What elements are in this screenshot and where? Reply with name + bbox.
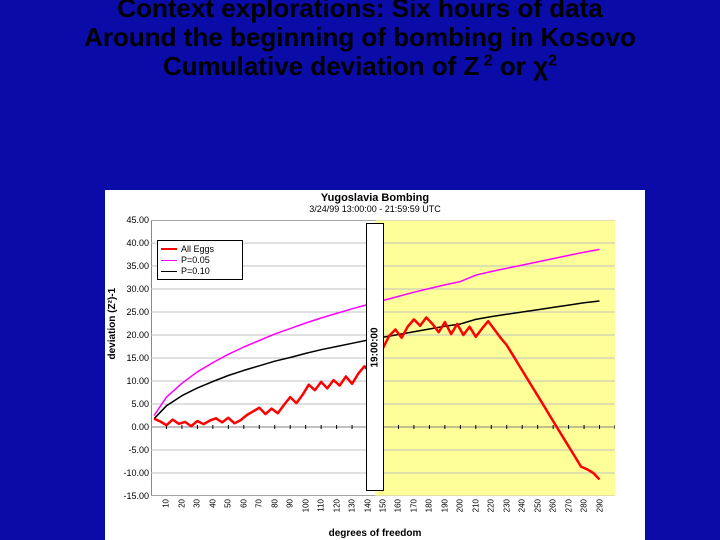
y-tick: 0.00 [131, 422, 149, 432]
x-tick: 10 [162, 499, 171, 508]
x-tick: 240 [518, 499, 527, 512]
y-tick: 25.00 [126, 307, 149, 317]
x-tick: 100 [301, 499, 310, 512]
y-tick: -15.00 [123, 491, 149, 501]
x-tick: 150 [379, 499, 388, 512]
x-tick: 30 [193, 499, 202, 508]
y-tick: 20.00 [126, 330, 149, 340]
x-tick: 80 [270, 499, 279, 508]
x-tick: 210 [471, 499, 480, 512]
legend-label: All Eggs [181, 244, 214, 254]
x-tick: 130 [348, 499, 357, 512]
x-tick: 160 [394, 499, 403, 512]
legend-swatch [161, 271, 177, 272]
x-tick: 190 [440, 499, 449, 512]
legend-item: P=0.10 [161, 266, 239, 276]
x-tick: 180 [425, 499, 434, 512]
x-tick: 50 [224, 499, 233, 508]
heading-sup1: 2 [479, 53, 492, 70]
y-tick: -5.00 [128, 445, 149, 455]
x-tick: 250 [533, 499, 542, 512]
heading-line1: Context explorations: Six hours of data [117, 0, 602, 23]
event-marker-label: 19:00:00 [370, 352, 381, 368]
heading-line3b: or χ [493, 51, 548, 81]
y-axis-label: deviation (Z²)-1 [107, 288, 118, 360]
chart-subtitle: 3/24/99 13:00:00 - 21:59:59 UTC [105, 204, 645, 214]
slide-heading: Context explorations: Six hours of data … [0, 0, 720, 81]
x-tick: 280 [580, 499, 589, 512]
chart-container: Yugoslavia Bombing 3/24/99 13:00:00 - 21… [105, 190, 645, 540]
x-tick: 20 [177, 499, 186, 508]
y-tick: 15.00 [126, 353, 149, 363]
heading-line2: Around the beginning of bombing in Kosov… [84, 22, 636, 52]
x-tick: 120 [332, 499, 341, 512]
x-tick: 40 [208, 499, 217, 508]
legend-swatch [161, 260, 177, 261]
heading-sup2: 2 [548, 53, 557, 70]
x-tick: 110 [317, 499, 326, 512]
y-tick: 30.00 [126, 284, 149, 294]
y-tick: -10.00 [123, 468, 149, 478]
legend-item: P=0.05 [161, 255, 239, 265]
x-tick: 60 [239, 499, 248, 508]
x-tick: 270 [564, 499, 573, 512]
y-tick: 10.00 [126, 376, 149, 386]
legend-label: P=0.10 [181, 266, 210, 276]
x-axis-label: degrees of freedom [105, 528, 645, 539]
legend: All EggsP=0.05P=0.10 [157, 240, 243, 280]
x-tick: 70 [255, 499, 264, 508]
legend-item: All Eggs [161, 244, 239, 254]
x-tick: 220 [487, 499, 496, 512]
x-tick: 90 [286, 499, 295, 508]
x-tick: 140 [363, 499, 372, 512]
x-tick: 170 [409, 499, 418, 512]
y-tick: 40.00 [126, 238, 149, 248]
x-tick: 290 [595, 499, 604, 512]
x-tick: 200 [456, 499, 465, 512]
chart-title: Yugoslavia Bombing [105, 192, 645, 204]
y-tick: 5.00 [131, 399, 149, 409]
event-marker-band: 19:00:00 [366, 223, 384, 491]
y-tick: 35.00 [126, 261, 149, 271]
x-tick: 260 [549, 499, 558, 512]
x-tick: 230 [502, 499, 511, 512]
y-tick: 45.00 [126, 215, 149, 225]
legend-label: P=0.05 [181, 255, 210, 265]
heading-line3a: Cumulative deviation of Z [163, 51, 479, 81]
legend-swatch [161, 248, 177, 250]
